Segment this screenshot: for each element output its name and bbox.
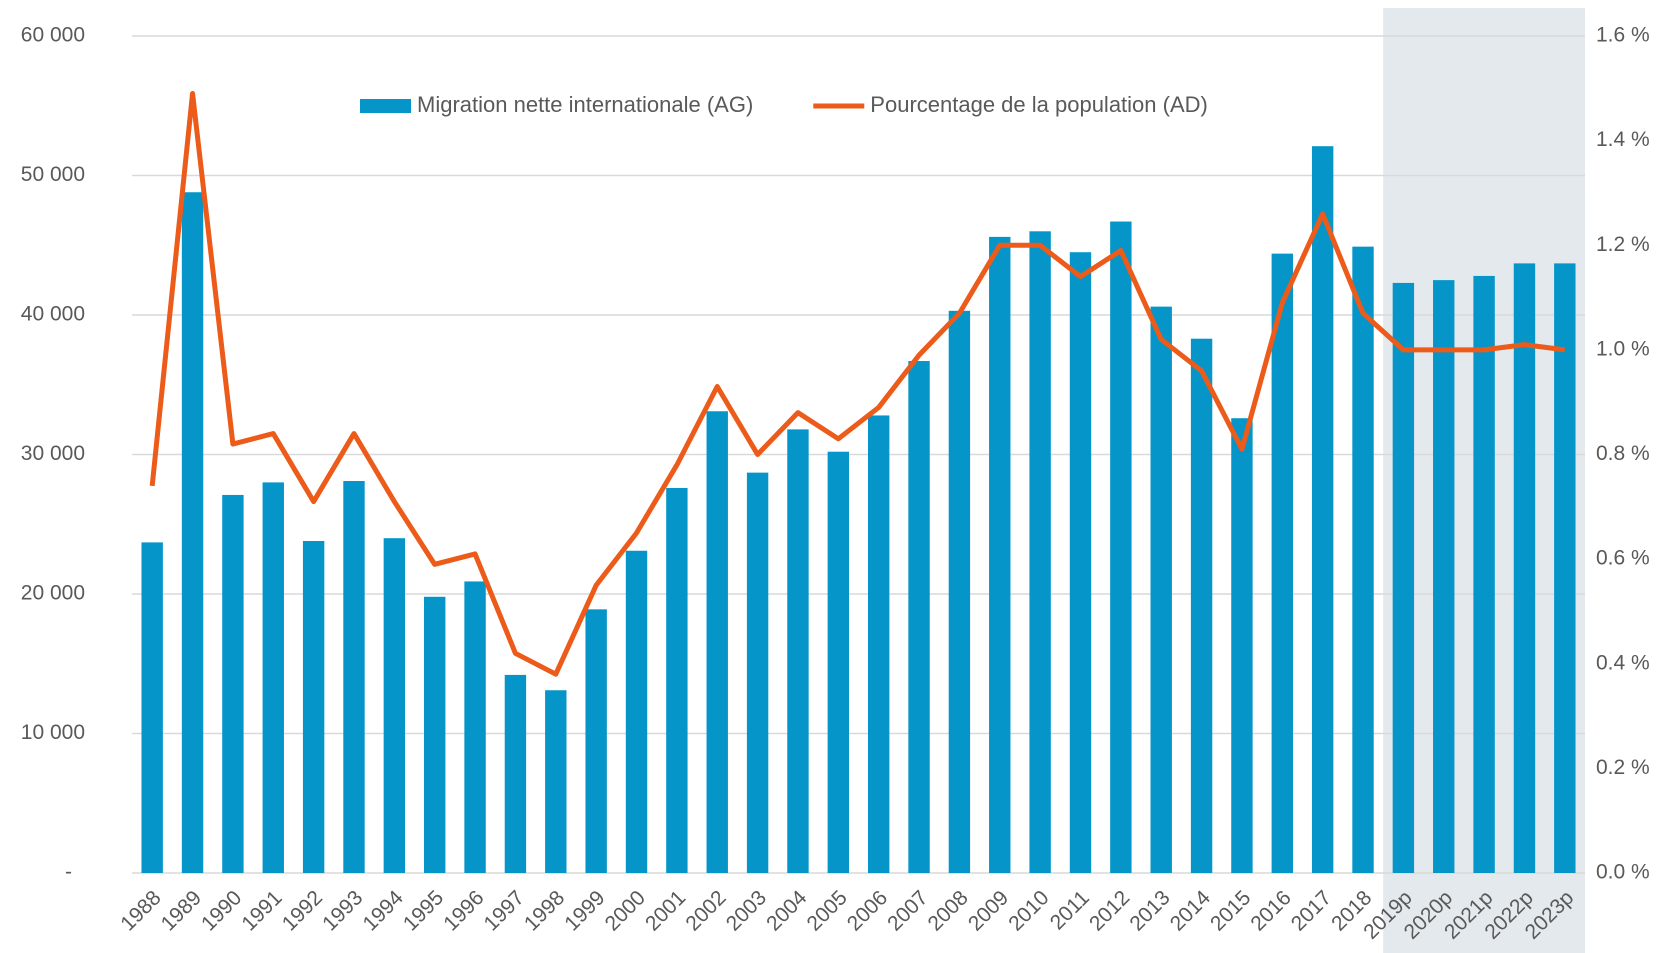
bar	[141, 542, 163, 873]
y2-tick-label: 0.4 %	[1596, 651, 1650, 674]
x-tick-label: 2001	[641, 886, 690, 935]
x-tick-label: 1997	[480, 886, 529, 935]
y2-tick-label: 0.0 %	[1596, 861, 1650, 884]
x-tick-label: 2012	[1085, 886, 1134, 935]
bar	[1271, 253, 1293, 873]
x-tick-label: 1993	[318, 886, 367, 935]
y-tick-label: 40 000	[21, 303, 85, 326]
bar	[1311, 146, 1334, 873]
x-tick-label: 1999	[560, 886, 609, 935]
x-tick-label: 2014	[1166, 886, 1216, 936]
x-tick-label: 2004	[762, 886, 812, 936]
y2-tick-label: 0.8 %	[1596, 442, 1650, 465]
x-tick-label: 2008	[924, 886, 973, 935]
line	[149, 91, 1566, 677]
y-tick-label: -	[65, 861, 72, 884]
x-tick-label: 2016	[1246, 886, 1295, 935]
bar	[464, 581, 486, 873]
bar	[1554, 263, 1576, 873]
bar	[989, 236, 1011, 873]
x-tick-label: 2017	[1287, 886, 1336, 935]
y2-tick-label: 0.2 %	[1596, 756, 1650, 779]
legend-label: Migration nette internationale (AG)	[417, 92, 753, 117]
x-tick-label: 2003	[722, 886, 771, 935]
bar	[585, 609, 607, 873]
x-tick-label: 1998	[520, 886, 569, 935]
y2-tick-label: 1.6 %	[1596, 24, 1650, 47]
x-tick-label: 1988	[116, 886, 165, 935]
bar	[666, 487, 688, 873]
bar	[948, 310, 971, 873]
legend-swatch	[360, 99, 411, 113]
bar	[1433, 280, 1455, 873]
x-tick-label: 2011	[1046, 886, 1094, 934]
bar	[545, 690, 567, 873]
legend: Migration nette internationale (AG) Pourc…	[360, 92, 1208, 117]
legend-label: Pourcentage de la population (AD)	[870, 92, 1208, 117]
x-tick-label: 2015	[1206, 886, 1255, 935]
bar	[181, 192, 204, 874]
bar	[222, 494, 244, 873]
y2-tick-label: 1.4 %	[1596, 128, 1650, 151]
y2-tick-label: 0.6 %	[1596, 547, 1650, 570]
x-tick-label: 1989	[157, 886, 206, 935]
bar	[1513, 263, 1536, 873]
bar	[1231, 418, 1253, 873]
bar	[746, 472, 769, 873]
bar	[383, 538, 406, 873]
bar	[1150, 306, 1172, 873]
x-tick-label: 1992	[278, 886, 327, 935]
y2-tick-label: 1.0 %	[1596, 337, 1650, 360]
x-tick-label: 1991	[237, 886, 286, 935]
y-tick-label: 20 000	[21, 582, 85, 605]
bar	[867, 415, 890, 873]
bar	[504, 674, 527, 873]
bar	[706, 411, 728, 873]
bar	[1190, 338, 1213, 874]
bar	[625, 550, 648, 873]
x-tick-label: 1990	[197, 886, 246, 935]
bar	[1029, 231, 1051, 874]
bar	[1110, 221, 1132, 873]
y-tick-label: 50 000	[21, 163, 85, 186]
bar	[1473, 275, 1495, 873]
x-tick-label: 2002	[681, 886, 730, 935]
bar	[787, 429, 809, 873]
x-tick-label: 2009	[964, 886, 1013, 935]
bar	[302, 540, 325, 873]
bar	[1392, 282, 1415, 873]
y-tick-label: 30 000	[21, 442, 85, 465]
x-tick-label: 1994	[359, 886, 409, 936]
y-tick-label: 10 000	[21, 721, 85, 744]
x-tick-label: 2013	[1125, 886, 1174, 935]
bar	[424, 596, 446, 873]
x-tick-label: 2005	[802, 886, 851, 935]
x-tick-label: 1995	[399, 886, 448, 935]
y-tick-label: 60 000	[21, 24, 85, 47]
bar	[1352, 246, 1374, 873]
bar	[827, 451, 850, 873]
x-tick-label: 1996	[439, 886, 488, 935]
bar	[343, 481, 365, 873]
x-tick-label: 2000	[601, 886, 650, 935]
x-tick-label: 2010	[1004, 886, 1053, 935]
x-tick-label: 2007	[883, 886, 932, 935]
bar	[262, 482, 284, 873]
y2-tick-label: 1.2 %	[1596, 233, 1650, 256]
x-tick-label: 2006	[843, 886, 892, 935]
bar	[908, 361, 930, 873]
bar	[1069, 252, 1092, 874]
